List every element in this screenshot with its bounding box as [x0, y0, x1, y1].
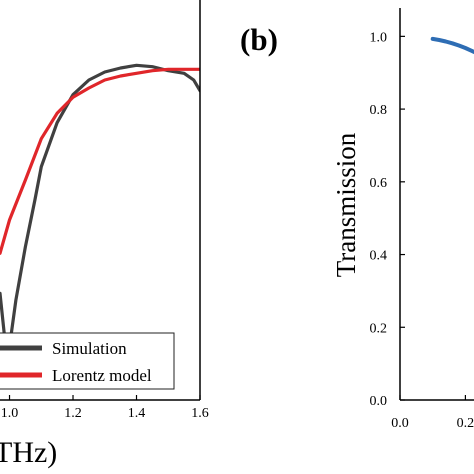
x-tick-label: 1.6 — [191, 406, 209, 421]
y-tick-label: 0.6 — [370, 176, 388, 191]
x-tick-label: 0.0 — [391, 416, 409, 431]
x-tick-label: 1.0 — [1, 406, 19, 421]
panel-a-x-axis-label: THz) — [0, 436, 57, 469]
series-line-1 — [430, 36, 474, 55]
panel-b-label: (b) — [240, 22, 278, 57]
panel-b-y-ticks: 0.0 0.2 0.4 0.6 0.8 1.0 — [370, 30, 405, 409]
y-tick-label: 0.8 — [370, 103, 388, 118]
legend-label-simulation: Simulation — [52, 339, 127, 358]
y-tick-label: 1.0 — [370, 30, 388, 45]
panel-a-legend: Simulation Lorentz model — [0, 332, 175, 390]
panel-b: (b) Transmission 0.00.20.40.60.81.0 0.0 0… — [240, 8, 474, 431]
panel-b-series — [430, 36, 474, 55]
y-tick-label: 0.2 — [370, 321, 388, 336]
legend-label-lorentz-model: Lorentz model — [52, 366, 152, 385]
panel-b-y-axis-label: Transmission — [331, 132, 361, 277]
panel-b-x-ticks: 0.0 0.2 — [391, 395, 474, 431]
legend-box — [0, 332, 175, 390]
x-tick-label: 1.4 — [128, 406, 146, 421]
series-line-lorentz-model — [0, 67, 200, 255]
panel-a-x-ticks: 1.0 1.2 1.4 1.6 — [1, 395, 209, 421]
panel-a-series — [0, 63, 200, 355]
series-line-simulation — [0, 63, 200, 355]
y-tick-label: 0.4 — [370, 249, 388, 264]
x-tick-label: 0.2 — [457, 416, 474, 431]
x-tick-label: 1.2 — [64, 406, 82, 421]
panel-a: 1.0 1.2 1.4 1.6 Simulation Lorentz model TH… — [0, 0, 209, 469]
y-tick-label: 0.0 — [370, 394, 388, 409]
